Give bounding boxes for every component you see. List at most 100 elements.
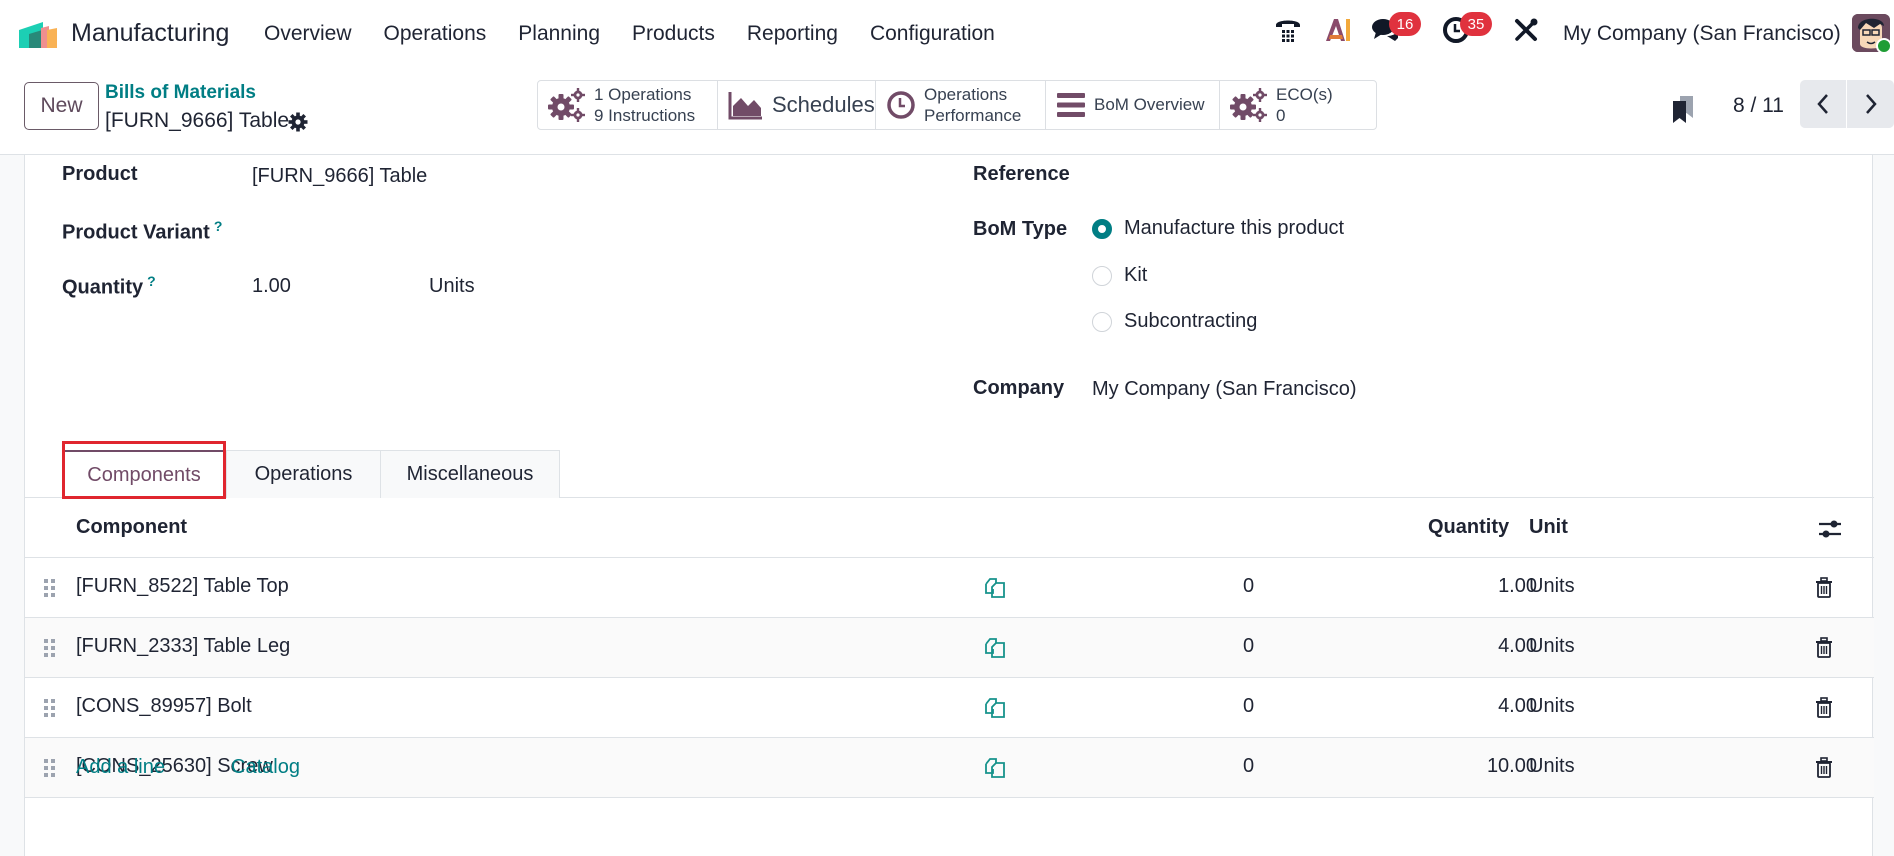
trash-icon[interactable] (1815, 757, 1833, 779)
quantity-label-text: Quantity (62, 276, 144, 299)
gear-icon[interactable] (288, 112, 308, 132)
product-variant-label: Product Variant? (62, 218, 222, 245)
unit-cell[interactable]: Units (1529, 755, 1575, 777)
radio-checked-icon (1092, 218, 1112, 239)
activities-badge: 35 (1460, 12, 1492, 36)
messages-badge: 16 (1389, 12, 1421, 36)
top-navbar: Manufacturing Overview Operations Planni… (0, 0, 1894, 70)
eco-label: ECO(s) (1276, 85, 1333, 104)
component-cell[interactable]: [FURN_2333] Table Leg (76, 635, 291, 657)
drag-handle-icon[interactable] (43, 698, 57, 718)
forecast-report-icon[interactable] (984, 756, 1006, 778)
ai-icon[interactable] (1322, 14, 1354, 46)
bom-type-manufacture-radio[interactable]: Manufacture this product (1092, 217, 1344, 240)
unit-cell[interactable]: Units (1529, 695, 1575, 717)
table-row[interactable]: [CONS_89957] Bolt 0 4.00 Units (25, 678, 1874, 738)
chat-icon[interactable] (1370, 14, 1402, 46)
unit-cell[interactable]: Units (1529, 635, 1575, 657)
table-row[interactable]: [FURN_2333] Table Leg 0 4.00 Units (25, 618, 1874, 678)
forecast-report-icon[interactable] (984, 696, 1006, 718)
performance-line1: Operations (924, 85, 1008, 104)
product-variant-field[interactable] (252, 218, 952, 244)
product-field[interactable]: [FURN_9666] Table (252, 165, 428, 187)
eco-count: 0 (1276, 106, 1286, 125)
menu-overview[interactable]: Overview (264, 22, 352, 45)
pager-value[interactable]: 8 / 11 (1733, 94, 1784, 117)
optional-columns-toggle-icon[interactable] (1818, 518, 1842, 540)
unit-cell[interactable]: Units (1529, 575, 1575, 597)
record-title: [FURN_9666] Table (105, 109, 290, 132)
component-cell[interactable]: [FURN_8522] Table Top (76, 575, 289, 597)
pager-previous-button[interactable] (1800, 80, 1847, 128)
forecast-cell: 0 (1243, 755, 1255, 777)
operations-instructions-button[interactable]: 1 Operations 9 Instructions (538, 81, 718, 129)
column-header-quantity[interactable]: Quantity (1428, 516, 1510, 538)
form-sheet: Product [FURN_9666] Table Product Varian… (24, 155, 1874, 856)
clock-icon (886, 90, 916, 120)
schedules-label: Schedules (772, 92, 875, 117)
drag-handle-icon[interactable] (43, 758, 57, 778)
quantity-cell[interactable]: 10.00 (1486, 755, 1537, 777)
bom-type-kit-radio[interactable]: Kit (1092, 264, 1147, 287)
notebook-tabs: Components Operations Miscellaneous (25, 442, 1874, 499)
forecast-report-icon[interactable] (984, 636, 1006, 658)
trash-icon[interactable] (1815, 577, 1833, 599)
component-cell[interactable]: [CONS_25630] Screw (76, 755, 273, 777)
table-header: Component Quantity Unit (25, 498, 1874, 558)
manufacturing-app-logo-icon[interactable] (19, 20, 59, 48)
company-switcher[interactable]: My Company (San Francisco) (1563, 22, 1841, 45)
drag-handle-icon[interactable] (43, 578, 57, 598)
table-row[interactable]: [FURN_8522] Table Top 0 1.00 Units (25, 558, 1874, 618)
breadcrumb-bills-of-materials[interactable]: Bills of Materials (105, 82, 256, 103)
menu-reporting[interactable]: Reporting (746, 22, 838, 45)
quantity-uom-field[interactable]: Units (429, 275, 475, 297)
help-tooltip-icon[interactable]: ? (213, 218, 223, 234)
reference-field[interactable] (1093, 163, 1793, 189)
menu-configuration[interactable]: Configuration (869, 22, 995, 45)
quantity-cell[interactable]: 1.00 (1498, 575, 1537, 597)
schedules-button[interactable]: Schedules (718, 81, 876, 129)
column-header-unit[interactable]: Unit (1529, 516, 1568, 538)
help-tooltip-icon[interactable]: ? (147, 273, 156, 289)
drag-handle-icon[interactable] (43, 638, 57, 658)
operations-performance-button[interactable]: Operations Performance (876, 81, 1046, 129)
trash-icon[interactable] (1815, 637, 1833, 659)
menu-planning[interactable]: Planning (518, 22, 600, 45)
table-row[interactable]: [CONS_25630] Screw 0 10.00 Units (25, 738, 1874, 798)
quantity-cell[interactable]: 4.00 (1498, 635, 1537, 657)
phone-icon[interactable] (1272, 14, 1304, 46)
control-panel: New Bills of Materials [FURN_9666] Table (0, 70, 1894, 155)
quantity-cell[interactable]: 4.00 (1498, 695, 1537, 717)
online-status-icon (1876, 38, 1892, 54)
bom-overview-button[interactable]: BoM Overview (1046, 81, 1220, 129)
quantity-field[interactable]: 1.00 (252, 275, 291, 297)
menu-products[interactable]: Products (632, 22, 715, 45)
instructions-count: 9 Instructions (594, 106, 696, 125)
app-name[interactable]: Manufacturing (71, 19, 230, 47)
catalog-link[interactable]: Catalog (231, 756, 300, 778)
trash-icon[interactable] (1815, 697, 1833, 719)
column-header-component[interactable]: Component (76, 516, 188, 538)
forecast-report-icon[interactable] (984, 576, 1006, 598)
smart-buttons: 1 Operations 9 Instructions Schedules (537, 80, 1377, 130)
component-cell[interactable]: [CONS_89957] Bolt (76, 695, 252, 717)
components-table: Component Quantity Unit [FURN_8522] Tabl… (25, 498, 1874, 798)
tab-operations[interactable]: Operations (226, 450, 381, 498)
table-footer-actions: Add a line Catalog (25, 738, 1872, 798)
reference-label: Reference (973, 163, 1070, 185)
tab-miscellaneous[interactable]: Miscellaneous (380, 450, 560, 498)
menu-operations[interactable]: Operations (383, 22, 487, 45)
chevron-left-icon (1817, 94, 1828, 114)
tools-icon[interactable] (1510, 14, 1542, 46)
bom-type-subcontracting-radio[interactable]: Subcontracting (1092, 310, 1257, 333)
radio-unchecked-icon (1092, 265, 1112, 286)
eco-button[interactable]: ECO(s) 0 (1220, 81, 1376, 129)
add-a-line-link[interactable]: Add a line (76, 756, 165, 778)
bom-type-label: BoM Type (973, 218, 1068, 240)
tab-components[interactable]: Components (62, 450, 226, 499)
bookmarks-icon[interactable] (1671, 94, 1695, 124)
company-field[interactable]: My Company (San Francisco) (1092, 378, 1357, 400)
new-button[interactable]: New (24, 82, 99, 130)
pager-next-button[interactable] (1847, 80, 1894, 128)
operations-count: 1 Operations (594, 85, 692, 104)
